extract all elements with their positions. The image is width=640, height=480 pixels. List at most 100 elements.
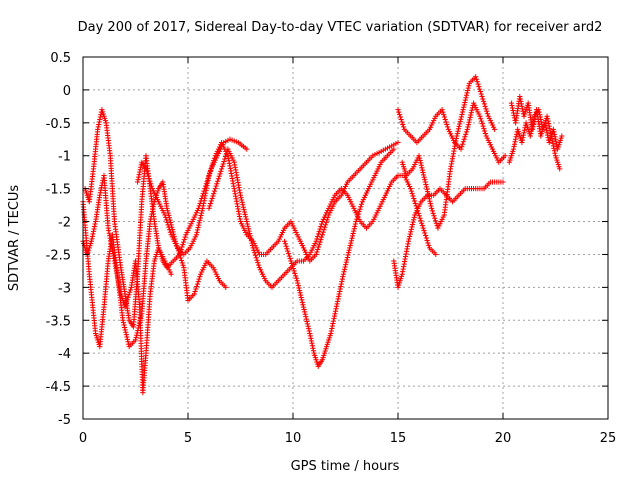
data-point (519, 139, 525, 146)
data-point (332, 308, 339, 314)
data-point (513, 134, 519, 140)
data-point (514, 131, 520, 137)
data-point (207, 170, 213, 176)
data-point (444, 121, 450, 128)
data-point (455, 128, 461, 134)
data-point (553, 139, 559, 145)
data-point (429, 205, 435, 211)
data-point (328, 328, 334, 334)
data-point (256, 262, 262, 268)
data-point (135, 179, 141, 185)
y-tick-label: 0 (63, 84, 71, 99)
data-point (323, 219, 329, 225)
data-point (91, 226, 97, 232)
x-tick-label: 25 (600, 431, 617, 446)
data-point (432, 218, 439, 224)
data-point (244, 218, 250, 225)
data-point (463, 95, 469, 101)
data-point (545, 116, 551, 122)
data-point (426, 193, 432, 200)
data-point (282, 241, 288, 247)
data-point (531, 116, 537, 122)
data-point (465, 87, 471, 94)
data-point (422, 232, 429, 239)
data-point (345, 252, 351, 258)
x-axis-label: GPS time / hours (291, 459, 400, 474)
data-point (477, 113, 483, 119)
data-point (519, 137, 526, 143)
data-point (415, 210, 422, 216)
data-point (166, 224, 172, 230)
data-series-5 (206, 146, 439, 290)
data-point (411, 198, 418, 204)
data-point (418, 160, 424, 166)
data-point (245, 226, 252, 232)
data-point (423, 235, 429, 241)
data-point (179, 260, 185, 266)
data-point (459, 141, 466, 147)
data-point (458, 114, 464, 120)
data-point (126, 292, 132, 298)
data-point (460, 107, 466, 113)
data-point (424, 189, 431, 195)
data-point (90, 228, 97, 235)
data-point (136, 174, 142, 180)
data-point (545, 132, 551, 138)
data-point (548, 130, 554, 137)
data-point (244, 146, 250, 152)
data-point (411, 195, 417, 202)
data-point (538, 119, 544, 125)
data-point (461, 104, 467, 110)
data-point (291, 268, 297, 274)
data-point (357, 206, 363, 212)
data-point (285, 248, 291, 254)
data-point (408, 226, 414, 232)
data-point (464, 126, 470, 132)
data-point (315, 246, 321, 253)
data-point (520, 135, 526, 141)
data-point (247, 230, 253, 237)
data-point (163, 217, 170, 223)
data-point (194, 281, 201, 287)
data-point (143, 166, 149, 172)
data-point (345, 250, 352, 256)
data-point (458, 116, 464, 122)
data-point (182, 234, 188, 240)
data-point (133, 335, 139, 341)
data-point (351, 228, 357, 234)
data-point (518, 98, 524, 105)
data-point (137, 169, 143, 175)
data-point (351, 226, 357, 232)
data-point (240, 204, 246, 210)
data-series-11 (506, 107, 563, 172)
data-point (546, 121, 552, 127)
data-point (298, 294, 304, 301)
data-point (302, 311, 308, 317)
data-point (529, 125, 535, 132)
data-point (548, 133, 554, 139)
data-point (441, 111, 447, 118)
data-point (193, 232, 199, 238)
data-point (469, 107, 475, 113)
data-point (466, 119, 472, 125)
data-point (545, 135, 551, 141)
data-point (467, 114, 473, 121)
data-point (337, 288, 343, 295)
data-point (550, 140, 556, 146)
y-tick-label: -4 (58, 347, 71, 362)
data-point (418, 162, 424, 168)
data-point (517, 96, 523, 102)
data-point (339, 276, 345, 282)
data-point (420, 225, 426, 231)
data-point (309, 340, 315, 346)
data-point (194, 283, 200, 290)
data-point (426, 242, 432, 248)
data-point (207, 167, 214, 174)
data-point (316, 228, 322, 235)
data-point (305, 323, 311, 329)
data-point (475, 81, 481, 87)
data-point (538, 116, 544, 123)
data-point (242, 211, 248, 217)
y-tick-label: -0.5 (46, 117, 71, 132)
data-point (410, 193, 416, 199)
